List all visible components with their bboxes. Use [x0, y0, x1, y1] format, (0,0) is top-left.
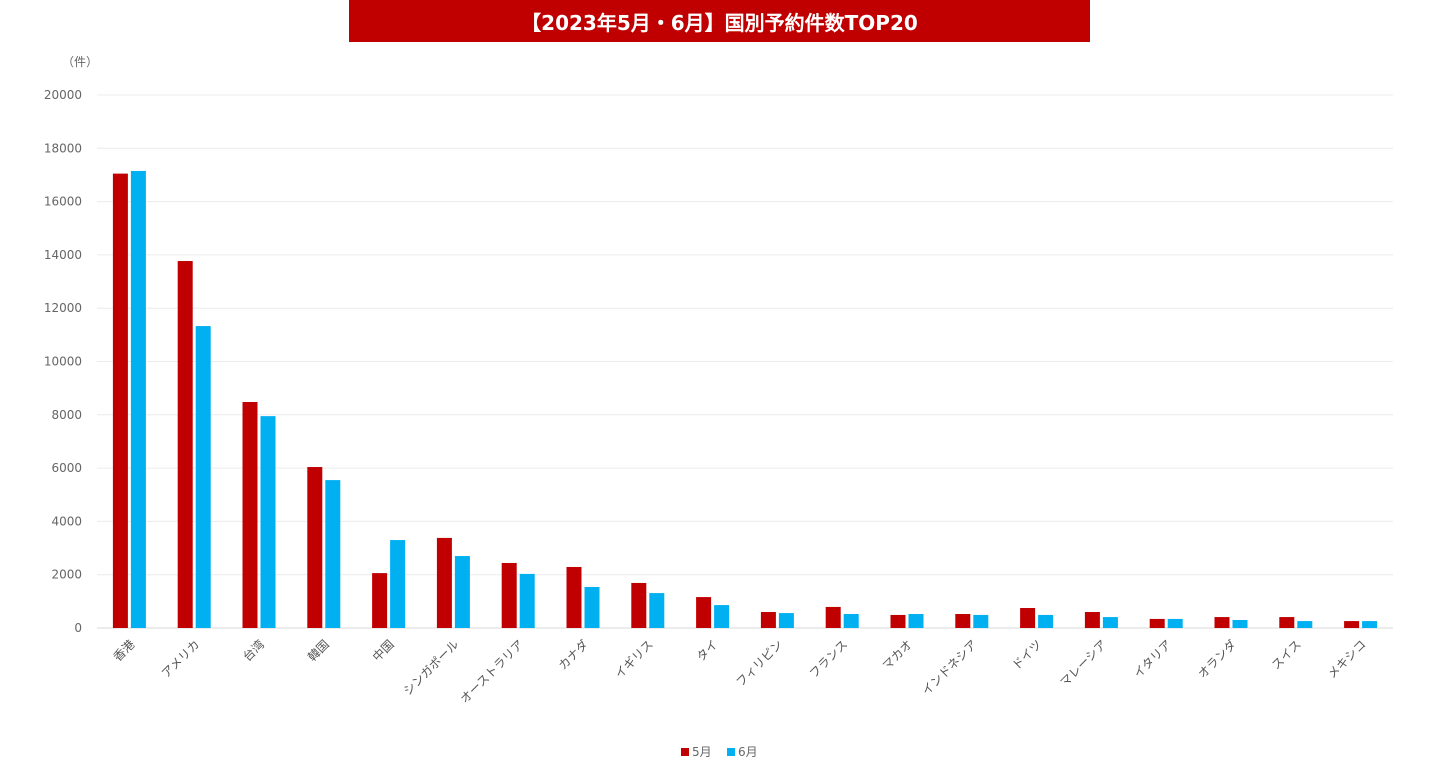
bar-5月-フィリピン: [760, 612, 776, 628]
legend-swatch: [681, 748, 689, 756]
x-tick-label: イギリス: [612, 637, 656, 681]
legend-swatch: [727, 748, 735, 756]
bar-6月-マカオ: [908, 614, 924, 628]
bar-6月-メキシコ: [1362, 621, 1378, 628]
y-tick-label: 12000: [44, 301, 82, 315]
y-tick-label: 6000: [51, 461, 82, 475]
y-tick-label: 20000: [44, 88, 82, 102]
y-tick-label: 18000: [44, 141, 82, 155]
bar-5月-マレーシア: [1084, 612, 1100, 628]
y-tick-label: 10000: [44, 355, 82, 369]
bar-6月-香港: [130, 170, 146, 628]
bar-5月-ドイツ: [1020, 608, 1036, 628]
x-tick-label: フランス: [807, 637, 851, 681]
x-tick-label: 中国: [369, 637, 397, 665]
x-tick-label: カナダ: [555, 637, 591, 673]
bar-5月-イギリス: [631, 582, 647, 628]
bar-6月-アメリカ: [195, 326, 211, 628]
bar-5月-インドネシア: [955, 614, 971, 628]
y-tick-label: 4000: [51, 514, 82, 528]
x-tick-label: シンガポール: [401, 637, 462, 698]
bar-6月-フィリピン: [778, 613, 794, 628]
bar-5月-マカオ: [890, 614, 906, 628]
y-tick-label: 14000: [44, 248, 82, 262]
bar-5月-シンガポール: [436, 537, 452, 628]
bar-5月-中国: [372, 573, 388, 628]
x-tick-label: マカオ: [880, 637, 915, 672]
bar-5月-香港: [112, 173, 128, 628]
bar-6月-台湾: [260, 416, 276, 628]
bar-6月-スイス: [1297, 621, 1313, 628]
y-tick-label: 8000: [51, 408, 82, 422]
bar-6月-韓国: [325, 480, 341, 628]
bar-5月-台湾: [242, 402, 258, 628]
x-tick-label: 香港: [111, 637, 138, 664]
x-tick-label: アメリカ: [159, 637, 202, 680]
x-tick-label: 台湾: [240, 637, 268, 665]
x-tick-label: オランダ: [1195, 637, 1240, 682]
x-tick-label: フィリピン: [733, 637, 785, 689]
y-tick-label: 0: [74, 621, 82, 635]
x-tick-label: タイ: [694, 637, 721, 664]
legend-label: 6月: [738, 745, 758, 759]
bar-5月-オランダ: [1214, 617, 1230, 628]
x-tick-label: 韓国: [305, 637, 332, 664]
bar-5月-フランス: [825, 606, 841, 628]
bar-6月-オーストラリア: [519, 573, 535, 628]
y-tick-label: 16000: [44, 195, 82, 209]
bar-6月-中国: [390, 540, 406, 628]
x-tick-label: ドイツ: [1009, 637, 1044, 672]
bar-5月-メキシコ: [1344, 621, 1360, 628]
bar-5月-アメリカ: [177, 261, 193, 628]
bar-6月-シンガポール: [454, 556, 470, 628]
bar-6月-イギリス: [649, 593, 665, 628]
bar-5月-オーストラリア: [501, 562, 517, 628]
x-tick-label: マレーシア: [1057, 637, 1109, 689]
x-tick-label: オーストラリア: [457, 637, 526, 706]
bar-6月-フランス: [843, 614, 859, 628]
bar-5月-スイス: [1279, 617, 1295, 628]
x-tick-label: メキシコ: [1325, 637, 1369, 681]
bar-6月-オランダ: [1232, 620, 1248, 628]
chart-title: 【2023年5月・6月】国別予約件数TOP20: [349, 0, 1090, 42]
bar-6月-ドイツ: [1038, 614, 1054, 628]
bar-6月-イタリア: [1167, 618, 1183, 628]
bar-5月-韓国: [307, 467, 323, 628]
bar-6月-マレーシア: [1102, 617, 1118, 628]
x-tick-label: イタリア: [1131, 637, 1175, 681]
bar-5月-イタリア: [1149, 618, 1165, 628]
y-axis-label: （件）: [62, 55, 98, 69]
bar-6月-タイ: [714, 605, 730, 628]
bar-6月-カナダ: [584, 586, 600, 628]
x-tick-label: スイス: [1269, 637, 1304, 672]
bar-5月-タイ: [696, 597, 712, 628]
bar-6月-インドネシア: [973, 614, 989, 628]
legend-label: 5月: [692, 745, 712, 759]
y-tick-label: 2000: [51, 568, 82, 582]
bar-5月-カナダ: [566, 566, 582, 628]
x-tick-label: インドネシア: [919, 637, 980, 698]
